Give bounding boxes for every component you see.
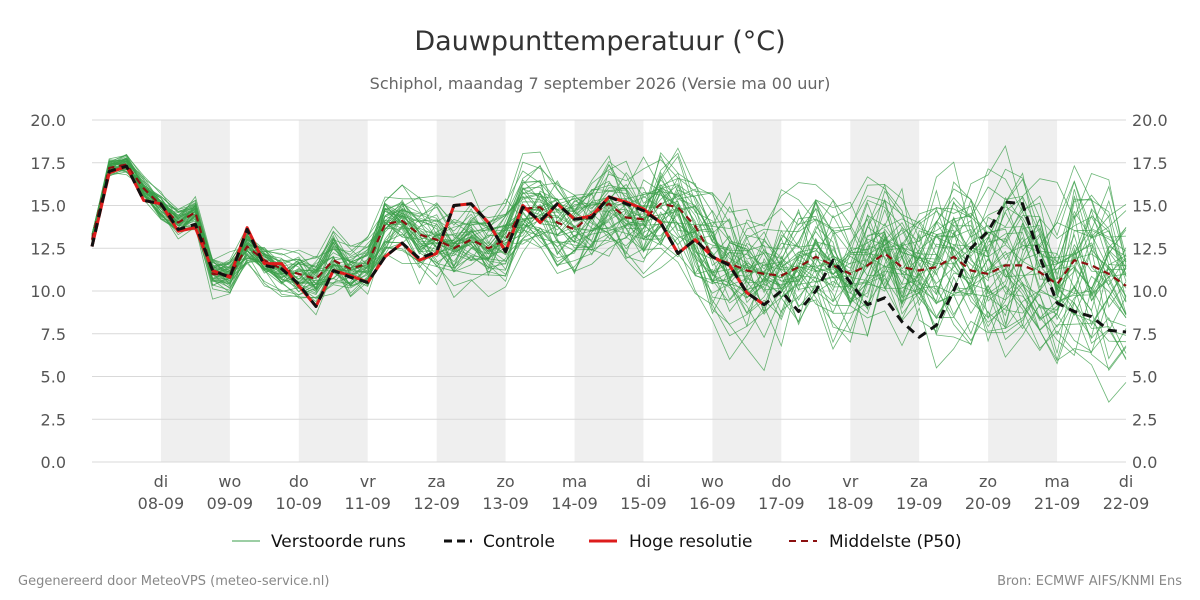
ensemble-run-43 xyxy=(91,157,1127,322)
ensemble-run-14 xyxy=(91,159,1127,337)
x-axis: di 08-09 wo 09-09 do 10-09 vr 11-09 za 12-09 zo 13-… xyxy=(138,472,1150,513)
legend-hires-label: Hoge resolutie xyxy=(629,532,753,552)
series-0 xyxy=(90,164,1127,339)
legend: Verstoorde runs Controle Hoge resolutie … xyxy=(232,532,962,552)
legend-item-hires: Hoge resolutie xyxy=(589,532,753,552)
ensemble-run-45 xyxy=(91,168,1127,361)
y-tick-left-1: 2.5 xyxy=(41,410,66,429)
x-tick-date-11: 19-09 xyxy=(896,494,943,513)
x-tick-day-7: di xyxy=(636,472,651,491)
y-tick-left-5: 12.5 xyxy=(30,239,66,258)
y-tick-right-7: 17.5 xyxy=(1132,154,1168,173)
footer-generated-by: Gegenereerd door MeteoVPS (meteo-service… xyxy=(18,574,329,589)
x-tick-date-3: 11-09 xyxy=(344,494,391,513)
x-tick-day-11: za xyxy=(910,472,928,491)
x-tick-day-6: ma xyxy=(562,472,587,491)
x-tick-date-13: 21-09 xyxy=(1034,494,1081,513)
x-tick-date-2: 10-09 xyxy=(276,494,323,513)
y-tick-left-3: 7.5 xyxy=(41,325,66,344)
x-tick-day-3: vr xyxy=(360,472,376,491)
ensemble-run-21 xyxy=(91,161,1127,372)
x-tick-day-1: wo xyxy=(218,472,241,491)
x-tick-date-1: 09-09 xyxy=(207,494,254,513)
legend-item-ensemble: Verstoorde runs xyxy=(232,532,406,552)
x-tick-day-9: do xyxy=(771,472,791,491)
chart-title: Dauwpunttemperatuur (°C) xyxy=(414,26,785,57)
ensemble-run-42 xyxy=(91,166,1127,331)
x-tick-day-10: vr xyxy=(842,472,858,491)
x-tick-date-4: 12-09 xyxy=(413,494,460,513)
x-tick-day-2: do xyxy=(289,472,309,491)
x-tick-date-0: 08-09 xyxy=(138,494,185,513)
y-tick-right-2: 5.0 xyxy=(1132,368,1157,387)
y-tick-left-6: 15.0 xyxy=(30,197,66,216)
footer-source: Bron: ECMWF AIFS/KNMI Ens xyxy=(997,574,1182,589)
x-tick-day-12: zo xyxy=(979,472,997,491)
x-tick-date-9: 17-09 xyxy=(758,494,805,513)
y-tick-right-6: 15.0 xyxy=(1132,197,1168,216)
y-tick-left-0: 0.0 xyxy=(41,453,66,472)
y-tick-left-7: 17.5 xyxy=(30,154,66,173)
legend-ensemble-label: Verstoorde runs xyxy=(271,532,406,552)
y-tick-right-4: 10.0 xyxy=(1132,282,1168,301)
y-tick-left-2: 5.0 xyxy=(41,368,66,387)
chart-subtitle: Schiphol, maandag 7 september 2026 (Vers… xyxy=(370,74,831,93)
x-tick-date-5: 13-09 xyxy=(482,494,529,513)
x-tick-day-0: di xyxy=(154,472,169,491)
y-axis-left: 0.0 2.5 5.0 7.5 10.0 12.5 15.0 17.5 20.0 xyxy=(30,111,66,472)
x-tick-date-7: 15-09 xyxy=(620,494,667,513)
main-series xyxy=(90,163,1127,339)
ensemble-run-17 xyxy=(91,164,1127,320)
y-tick-right-0: 0.0 xyxy=(1132,453,1157,472)
x-tick-day-13: ma xyxy=(1044,472,1069,491)
ensemble-run-28 xyxy=(91,168,1127,350)
ensemble-run-9 xyxy=(91,165,1127,315)
x-tick-date-14: 22-09 xyxy=(1103,494,1150,513)
y-tick-right-5: 12.5 xyxy=(1132,239,1168,258)
ensemble-run-36 xyxy=(91,167,1127,324)
y-tick-right-1: 2.5 xyxy=(1132,410,1157,429)
x-tick-date-6: 14-09 xyxy=(551,494,598,513)
x-tick-date-12: 20-09 xyxy=(965,494,1012,513)
y-tick-left-8: 20.0 xyxy=(30,111,66,130)
y-tick-right-3: 7.5 xyxy=(1132,325,1157,344)
x-tick-day-14: di xyxy=(1119,472,1134,491)
x-tick-day-5: zo xyxy=(497,472,515,491)
legend-item-median: Middelste (P50) xyxy=(789,532,962,552)
y-axis-right: 0.0 2.5 5.0 7.5 10.0 12.5 15.0 17.5 20.0 xyxy=(1132,111,1168,472)
legend-control-label: Controle xyxy=(483,532,555,552)
x-tick-day-4: za xyxy=(428,472,446,491)
legend-median-label: Middelste (P50) xyxy=(829,532,962,552)
y-tick-left-4: 10.0 xyxy=(30,282,66,301)
legend-item-control: Controle xyxy=(444,532,555,552)
y-tick-right-8: 20.0 xyxy=(1132,111,1168,130)
x-tick-day-8: wo xyxy=(701,472,724,491)
x-tick-date-10: 18-09 xyxy=(827,494,874,513)
x-tick-date-8: 16-09 xyxy=(689,494,736,513)
ensemble-run-34 xyxy=(91,156,1127,312)
